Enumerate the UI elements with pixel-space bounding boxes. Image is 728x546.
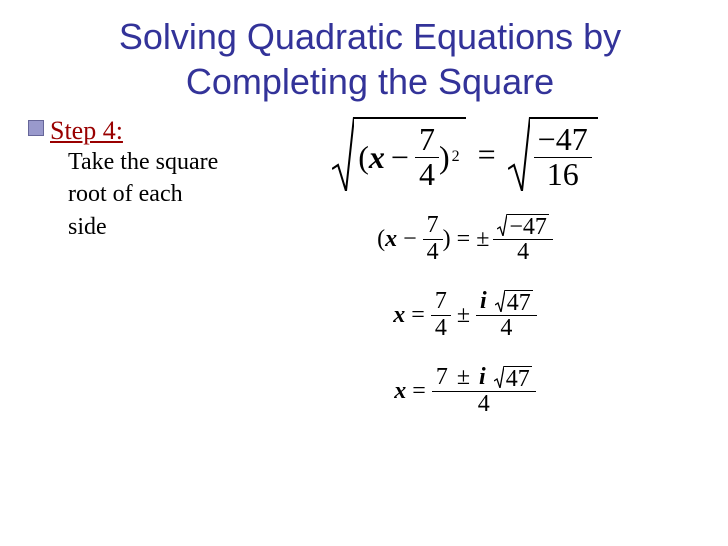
sqrt-47: 47: [495, 290, 533, 315]
sqrt-rhs: −47 16: [508, 117, 598, 191]
radical-icon: [497, 214, 507, 236]
frac-den: 4: [513, 240, 533, 265]
plus-minus: ±: [451, 302, 476, 329]
radical-icon: [508, 117, 530, 191]
var-x: x: [394, 378, 406, 405]
frac-7-4: 7 4: [431, 289, 451, 340]
paren-open: (: [377, 226, 385, 253]
title-line-1: Solving Quadratic Equations by: [119, 16, 621, 57]
frac-neg47-16: −47 16: [534, 123, 592, 191]
imaginary-i: i: [480, 288, 487, 314]
seven: 7: [436, 364, 448, 390]
radicand: 47: [505, 290, 533, 315]
bullet-marker: [28, 120, 44, 136]
frac-num: 7: [431, 289, 451, 315]
frac-den: 16: [543, 158, 583, 192]
frac-den: 4: [431, 316, 451, 341]
sqrt-lhs: ( x − 7 4 ) 2: [332, 117, 465, 191]
frac-den: 4: [415, 158, 439, 192]
frac-num: i 47: [476, 289, 537, 316]
step-block: Step 4: Take the square root of each sid…: [50, 116, 220, 243]
var-x: x: [369, 139, 385, 176]
imaginary-i: i: [479, 364, 486, 390]
frac-final: 7 ± i 47 4: [432, 365, 536, 417]
slide-title: Solving Quadratic Equations by Completin…: [60, 14, 680, 104]
paren-close: ): [443, 226, 451, 253]
sqrt-47: 47: [494, 366, 532, 391]
equals: =: [466, 136, 508, 173]
sqrt-neg47: −47: [497, 214, 549, 239]
equation-3: x = 7 4 ± i 47 4: [230, 286, 700, 344]
frac-isqrt47-4: i 47 4: [476, 289, 537, 341]
equation-2: ( x − 7 4 ) = ± −47 4: [230, 210, 700, 268]
frac-num: −47: [493, 213, 553, 240]
frac-num: 7: [415, 123, 439, 158]
frac-num: −47: [534, 123, 592, 158]
frac-den: 4: [496, 316, 516, 341]
frac-den: 4: [423, 240, 443, 265]
equation-1: ( x − 7 4 ) 2 = −47 16: [230, 116, 700, 192]
exponent-2: 2: [450, 148, 460, 166]
plus-minus: ±: [476, 226, 489, 253]
var-x: x: [385, 226, 397, 253]
radical-icon: [495, 290, 505, 312]
radicand: 47: [504, 366, 532, 391]
frac-7-4: 7 4: [415, 123, 439, 191]
step-label: Step 4:: [50, 116, 220, 146]
paren-open: (: [358, 139, 369, 176]
minus-op: −: [385, 139, 415, 176]
plus-minus: ±: [454, 364, 473, 390]
frac-7-4: 7 4: [423, 213, 443, 264]
radicand: −47: [507, 214, 549, 239]
radical-icon: [332, 117, 354, 191]
step-description: Take the square root of each side: [50, 146, 220, 243]
minus-op: −: [397, 226, 423, 253]
title-line-2: Completing the Square: [186, 61, 554, 102]
math-area: ( x − 7 4 ) 2 = −47 16: [230, 116, 700, 438]
equals: =: [406, 378, 432, 405]
equals: =: [405, 302, 431, 329]
paren-close: ): [439, 139, 450, 176]
frac-num: 7 ± i 47: [432, 365, 536, 392]
frac-den: 4: [474, 392, 494, 417]
equals: =: [451, 226, 477, 253]
frac-num: 7: [423, 213, 443, 239]
frac-sqrt-neg47-4: −47 4: [493, 213, 553, 265]
radical-icon: [494, 366, 504, 388]
var-x: x: [393, 302, 405, 329]
equation-4: x = 7 ± i 47 4: [230, 362, 700, 420]
